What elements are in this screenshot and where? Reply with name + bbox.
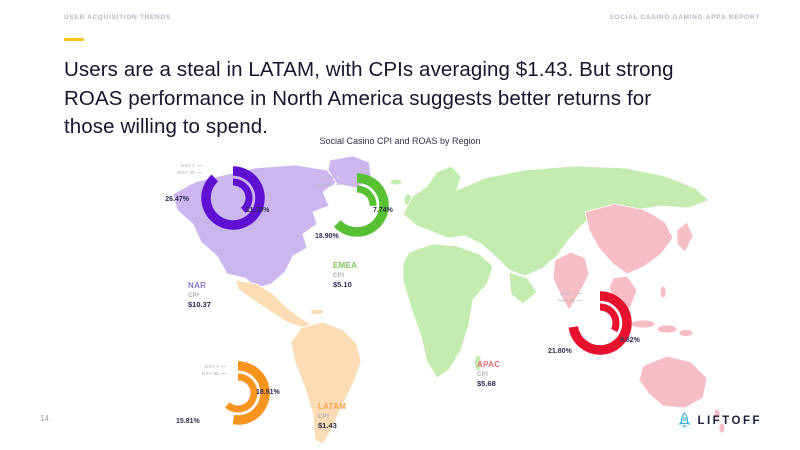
headline-line-3: those willing to spend. [64, 115, 269, 138]
gauge-apac-day-legend: DAY 7 DAY 30 [558, 291, 583, 303]
latam-day7-roas: 18.51% [256, 389, 280, 396]
day30-tick [197, 172, 203, 173]
map-philippines [659, 285, 667, 299]
report-title-label: SOCIAL CASINO GAMING APPS REPORT [609, 14, 760, 21]
day7-tick [336, 177, 342, 178]
report-section-label: USER ACQUISITION TRENDS [64, 14, 171, 21]
gauge-apac-rings [568, 291, 632, 355]
gauge-latam-rings [224, 361, 270, 425]
emea-day30-roas: 18.90% [315, 233, 339, 240]
map-australia [638, 355, 708, 409]
map-eurasia [402, 165, 710, 277]
region-name: LATAM [318, 402, 347, 411]
day7-label: DAY 7 [319, 175, 335, 180]
region-name: EMEA [333, 261, 358, 270]
map-east-asia [584, 203, 674, 275]
day7-tick [221, 366, 227, 367]
region-info-nar: NAR CPI $10.37 [188, 281, 211, 309]
map-central-america [234, 279, 312, 329]
map-new-zealand-1 [713, 408, 721, 420]
headline-line-1: Users are a steal in LATAM, with CPIs av… [64, 58, 674, 81]
gauge-emea-day-legend: DAY 7 DAY 30 [317, 175, 342, 187]
day30-label: DAY 30 [202, 371, 220, 376]
day30-label: DAY 30 [178, 170, 196, 175]
cpi-value: $10.37 [188, 300, 211, 309]
map-north-america [172, 164, 338, 289]
region-info-latam: LATAM CPI $1.43 [318, 402, 346, 430]
gauge-nar-rings [201, 166, 265, 230]
cpi-value: $1.43 [318, 421, 337, 430]
gauge-emea-rings [333, 173, 389, 237]
nar-day30-roas: 26.47% [165, 196, 189, 203]
day30-tick [336, 184, 342, 185]
cpi-value: $5.68 [477, 379, 496, 388]
map-iceland [389, 178, 403, 186]
chart-title: Social Casino CPI and ROAS by Region [319, 136, 481, 146]
emea-day7-roas: 7.74% [373, 207, 393, 214]
page-number: 14 [40, 414, 49, 423]
region-name: NAR [188, 281, 207, 290]
map-arabia [508, 271, 538, 305]
map-south-america [290, 321, 362, 445]
day7-label: DAY 7 [180, 163, 196, 168]
slide-headline: Users are a steal in LATAM, with CPIs av… [64, 56, 674, 142]
headline-line-2: ROAS performance in North America sugges… [64, 86, 652, 110]
day30-tick [577, 300, 583, 301]
liftoff-rocket-icon [678, 412, 691, 428]
gauge-latam-day-legend: DAY 7 DAY 30 [202, 364, 227, 376]
apac-day7-roas: 9.82% [620, 337, 640, 344]
region-info-apac: APAC CPI $5.68 [477, 360, 500, 388]
map-indonesia-3 [678, 329, 694, 337]
day7-tick [197, 165, 203, 166]
map-india [552, 251, 590, 311]
apac-day30-roas: 21.80% [548, 348, 572, 355]
region-name: APAC [477, 360, 501, 369]
cpi-value: $5.10 [333, 280, 352, 289]
map-japan [676, 221, 694, 253]
map-new-zealand-2 [718, 422, 726, 434]
liftoff-logo-text: LIFTOFF [697, 414, 762, 427]
nar-day7-roas: 11.70% [246, 207, 270, 214]
day7-label: DAY 7 [204, 364, 220, 369]
latam-day30-roas: 15.81% [176, 418, 200, 425]
map-madagascar [474, 354, 482, 372]
map-africa [402, 243, 494, 379]
cpi-label: CPI [318, 414, 330, 420]
cpi-label: CPI [188, 293, 200, 299]
cpi-label: CPI [477, 372, 489, 378]
day30-tick [221, 373, 227, 374]
region-info-emea: EMEA CPI $5.10 [333, 261, 357, 289]
gauge-nar-day-legend: DAY 7 DAY 30 [178, 163, 203, 175]
day7-tick [577, 293, 583, 294]
day30-label: DAY 30 [558, 298, 576, 303]
map-caribbean [309, 309, 325, 315]
map-indonesia-2 [656, 324, 678, 334]
accent-dash [64, 38, 84, 41]
day30-label: DAY 30 [317, 182, 335, 187]
cpi-label: CPI [333, 273, 345, 279]
day7-label: DAY 7 [560, 291, 576, 296]
liftoff-logo: LIFTOFF [677, 412, 762, 429]
